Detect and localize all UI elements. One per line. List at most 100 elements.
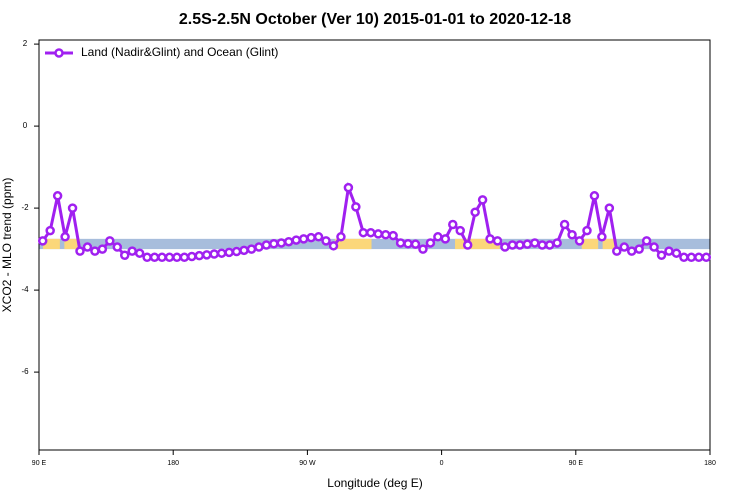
data-point [209,249,219,259]
data-point [574,236,585,246]
data-point [336,232,346,242]
data-point [552,238,562,248]
data-point [82,242,93,252]
data-point [440,234,451,244]
data-point [202,250,212,260]
data-point [582,225,592,236]
data-point [246,244,257,254]
data-point [597,232,607,242]
background-band [334,238,372,250]
y-tick-label: 0 [23,121,28,130]
data-point [231,246,242,257]
data-point [641,236,652,246]
data-point [67,203,78,213]
data-point [679,252,689,263]
data-point [626,246,637,256]
background-band [602,238,615,250]
data-point [127,246,137,256]
data-point [351,202,361,212]
data-point [567,230,577,240]
y-axis-label: XCO2 - MLO trend (ppm) [0,178,14,313]
data-point [313,232,324,242]
data-point [254,242,264,252]
background-band [43,238,60,250]
data-point [224,247,234,258]
data-point [284,236,294,247]
data-point [149,252,160,263]
y-tick-label: -6 [21,367,29,376]
data-point [686,252,697,263]
data-point [589,191,600,201]
data-point [425,238,436,248]
data-point [216,248,227,258]
data-point [373,229,383,239]
data-point [530,238,540,248]
data-point [112,242,123,252]
legend-marker [54,48,64,58]
chart-title: 2.5S-2.5N October (Ver 10) 2015-01-01 to… [179,11,571,28]
data-point [179,252,190,263]
data-point [485,234,495,244]
data-point [97,244,108,254]
x-tick-label: 180 [167,460,179,467]
data-point [462,240,473,250]
data-point [343,182,354,193]
data-point [142,252,152,263]
data-point [448,219,458,230]
data-point [187,251,197,262]
data-point [649,242,659,252]
data-point [455,225,465,236]
background-band [64,238,81,250]
data-point [500,242,510,252]
y-tick-label: -2 [21,203,29,212]
x-axis-label: Longitude (deg E) [327,476,422,490]
data-point [328,241,339,251]
x-tick-label: 90 W [299,460,316,467]
data-point [321,236,331,246]
data-point [559,219,570,230]
data-point [172,252,182,263]
data-point [410,239,421,249]
data-point [395,238,406,248]
x-tick-label: 90 E [569,460,584,467]
data-point [358,227,369,238]
y-tick-label: 2 [23,39,28,48]
legend-label: Land (Nadir&Glint) and Ocean (Glint) [81,45,278,59]
data-point [239,245,249,256]
data-point [37,236,48,246]
data-point [433,232,443,242]
data-point [544,240,555,250]
data-point [403,239,413,249]
data-point [194,250,205,261]
data-point [298,234,309,244]
data-point [164,252,175,263]
data-point [75,246,85,256]
background-band [455,238,500,250]
data-point [507,240,518,250]
data-point [134,248,145,258]
data-point [90,246,100,256]
data-point [291,235,301,245]
data-point [634,244,644,254]
x-tick-label: 0 [440,460,444,467]
data-point [537,240,547,250]
data-point [604,203,615,213]
data-point [619,242,630,252]
data-point [157,252,167,263]
data-point [522,239,533,249]
data-point [492,236,503,246]
data-point [671,248,682,258]
data-point [701,252,712,263]
data-point [664,246,674,256]
data-point [45,225,55,236]
data-point [52,191,63,201]
data-point [388,230,398,241]
data-point [380,230,391,240]
data-point [515,240,525,250]
data-point [470,207,480,217]
data-point [119,250,130,260]
x-tick-label: 180 [704,460,716,467]
data-point [276,238,287,248]
data-point [366,227,376,238]
